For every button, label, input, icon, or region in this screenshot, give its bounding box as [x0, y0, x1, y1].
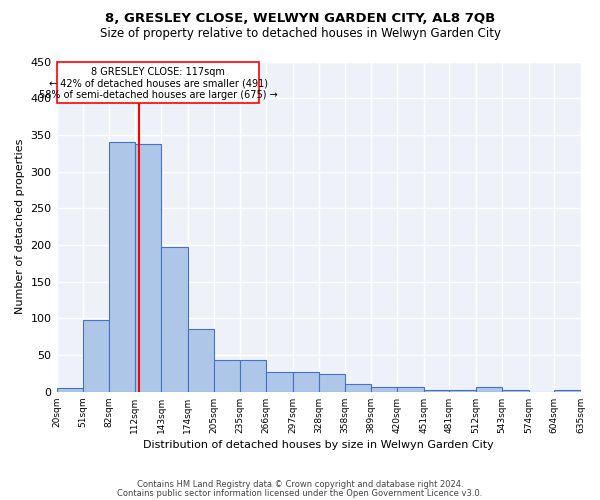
Text: 58% of semi-detached houses are larger (675) →: 58% of semi-detached houses are larger (…: [39, 90, 278, 100]
Text: Contains HM Land Registry data © Crown copyright and database right 2024.: Contains HM Land Registry data © Crown c…: [137, 480, 463, 489]
FancyBboxPatch shape: [58, 62, 259, 104]
Text: Size of property relative to detached houses in Welwyn Garden City: Size of property relative to detached ho…: [100, 28, 500, 40]
Bar: [502, 390, 529, 392]
Bar: [161, 247, 188, 392]
Bar: [344, 384, 371, 392]
Text: ← 42% of detached houses are smaller (491): ← 42% of detached houses are smaller (49…: [49, 78, 268, 88]
Bar: [56, 388, 83, 392]
Bar: [476, 388, 502, 392]
Bar: [266, 372, 293, 392]
Bar: [109, 142, 135, 392]
X-axis label: Distribution of detached houses by size in Welwyn Garden City: Distribution of detached houses by size …: [143, 440, 494, 450]
Bar: [83, 320, 109, 392]
Bar: [554, 390, 581, 392]
Bar: [449, 390, 476, 392]
Bar: [135, 144, 161, 392]
Bar: [240, 360, 266, 392]
Bar: [188, 330, 214, 392]
Bar: [424, 390, 449, 392]
Bar: [214, 360, 240, 392]
Y-axis label: Number of detached properties: Number of detached properties: [15, 139, 25, 314]
Bar: [293, 372, 319, 392]
Bar: [319, 374, 344, 392]
Text: 8, GRESLEY CLOSE, WELWYN GARDEN CITY, AL8 7QB: 8, GRESLEY CLOSE, WELWYN GARDEN CITY, AL…: [105, 12, 495, 26]
Text: 8 GRESLEY CLOSE: 117sqm: 8 GRESLEY CLOSE: 117sqm: [91, 67, 225, 77]
Bar: [397, 388, 424, 392]
Text: Contains public sector information licensed under the Open Government Licence v3: Contains public sector information licen…: [118, 489, 482, 498]
Bar: [371, 386, 397, 392]
